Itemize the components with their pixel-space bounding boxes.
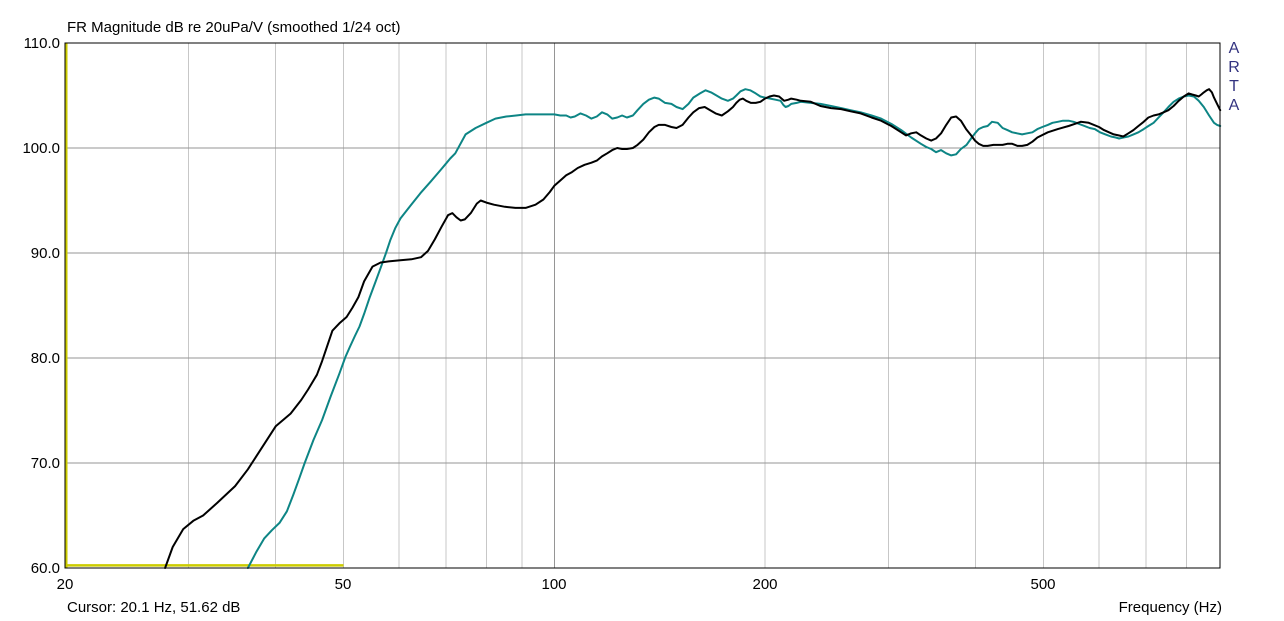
y-axis-tick-label: 100.0 <box>22 140 60 157</box>
x-axis-tick-label: 200 <box>752 576 778 593</box>
arta-logo-letter: R <box>1228 59 1240 76</box>
arta-logo-letter: A <box>1228 97 1240 114</box>
y-axis-tick-label: 60.0 <box>30 560 60 577</box>
x-axis-tick-label: 50 <box>334 576 352 593</box>
curve-measured-response-black <box>164 88 1222 569</box>
chart-title: FR Magnitude dB re 20uPa/V (smoothed 1/2… <box>67 19 401 36</box>
x-axis-tick-label: 100 <box>541 576 567 593</box>
arta-logo-letter: A <box>1228 40 1240 57</box>
y-axis-tick-label: 70.0 <box>30 455 60 472</box>
y-axis-tick-label: 110.0 <box>23 35 60 52</box>
curve-overlay-response-teal <box>246 88 1222 569</box>
x-axis-tick-label: 500 <box>1030 576 1056 593</box>
arta-logo-letter: T <box>1229 78 1239 95</box>
x-axis-tick-label: 20 <box>56 576 74 593</box>
cursor-readout: Cursor: 20.1 Hz, 51.62 dB <box>67 599 241 616</box>
x-axis-title: Frequency (Hz) <box>1118 599 1222 616</box>
plot-border <box>64 42 1221 569</box>
y-axis-tick-label: 80.0 <box>30 350 60 367</box>
y-axis-tick-label: 90.0 <box>30 245 60 262</box>
